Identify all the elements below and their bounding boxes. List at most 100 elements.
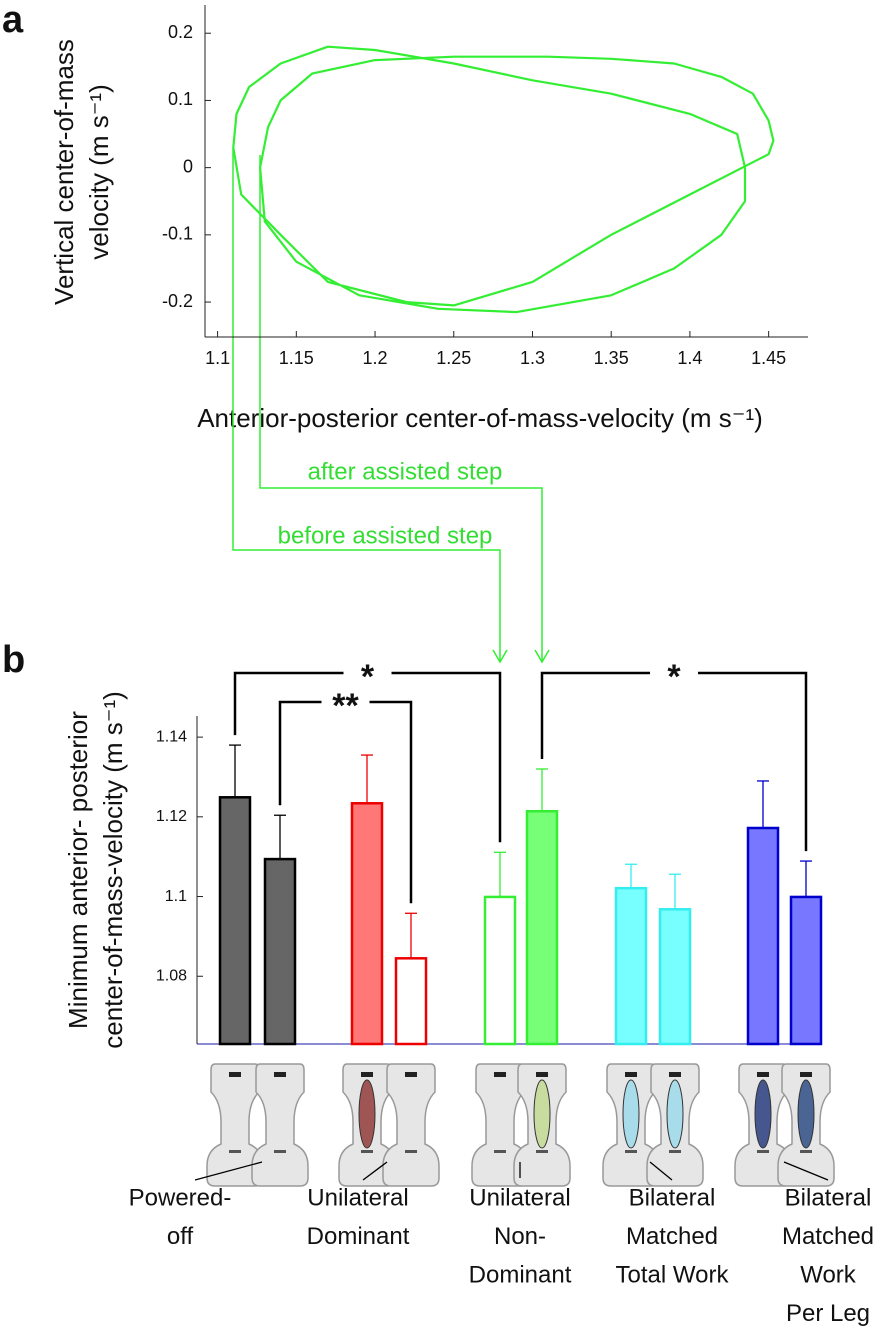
device-icon-part bbox=[669, 1150, 681, 1153]
group-label: Work bbox=[800, 1261, 857, 1288]
data-line bbox=[232, 45, 775, 314]
y-tick-label: 0 bbox=[183, 156, 193, 176]
significance-bracket bbox=[233, 671, 502, 843]
device-icon-part bbox=[494, 1072, 506, 1077]
error-bar bbox=[405, 912, 417, 959]
x-tick-label: 1.3 bbox=[520, 348, 545, 368]
device-icon-part bbox=[405, 1072, 417, 1077]
error-bar bbox=[229, 744, 241, 798]
annotation: after assisted step bbox=[308, 458, 503, 485]
arrowhead bbox=[492, 649, 508, 664]
y-tick-label: 0.1 bbox=[168, 89, 193, 109]
bar bbox=[614, 886, 648, 1046]
bar bbox=[218, 796, 252, 1046]
device-icon-part bbox=[797, 1079, 815, 1149]
device-icon-part bbox=[669, 1072, 681, 1077]
error-bar bbox=[494, 851, 506, 897]
x-tick-label: 1.15 bbox=[279, 348, 314, 368]
arrowhead bbox=[534, 649, 550, 664]
y-axis-label: Vertical center-of-mass bbox=[49, 39, 79, 305]
x-tick-label: 1.35 bbox=[594, 348, 629, 368]
device-icon-part bbox=[361, 1072, 373, 1077]
device-icon-part bbox=[757, 1150, 769, 1153]
leader-line bbox=[194, 1161, 263, 1181]
device-icon-part bbox=[625, 1150, 637, 1153]
leader-line bbox=[649, 1161, 673, 1181]
group-label: Powered- bbox=[129, 1184, 232, 1211]
device-icon-part bbox=[622, 1079, 640, 1149]
device-icon-part bbox=[536, 1072, 548, 1077]
y-tick-label: -0.1 bbox=[162, 224, 193, 244]
device-icon bbox=[206, 1063, 264, 1187]
group-label: Unilateral bbox=[469, 1184, 570, 1211]
bar bbox=[394, 957, 428, 1046]
significance-label: * bbox=[667, 658, 681, 696]
device-icon-part bbox=[625, 1072, 637, 1077]
significance-bracket bbox=[278, 700, 413, 904]
leader-line bbox=[362, 1161, 388, 1181]
y-tick-label: 0.2 bbox=[168, 22, 193, 42]
device-icon bbox=[382, 1063, 440, 1187]
annotation: before assisted step bbox=[278, 522, 493, 549]
device-icon-part bbox=[405, 1150, 417, 1153]
bar bbox=[483, 895, 517, 1046]
y-tick-label: -0.2 bbox=[162, 291, 193, 311]
error-bar bbox=[800, 860, 812, 897]
device-icon-part bbox=[533, 1079, 551, 1149]
device-icon-part bbox=[494, 1150, 506, 1153]
error-bar bbox=[625, 863, 637, 889]
x-tick-label: 1.45 bbox=[751, 348, 786, 368]
significance-bracket bbox=[540, 671, 808, 852]
bar bbox=[525, 810, 559, 1046]
y-axis-label: velocity (m s⁻¹) bbox=[84, 84, 114, 260]
x-tick-label: 1.2 bbox=[363, 348, 388, 368]
error-bar bbox=[274, 814, 286, 860]
bar bbox=[746, 826, 780, 1046]
device-icon-part bbox=[757, 1072, 769, 1077]
y-tick-label: 1.1 bbox=[165, 888, 187, 905]
panel-label: a bbox=[2, 0, 24, 41]
group-label: off bbox=[167, 1223, 194, 1250]
x-tick-label: 1.4 bbox=[677, 348, 702, 368]
error-bar bbox=[361, 754, 373, 804]
significance-label: ** bbox=[332, 687, 359, 725]
device-icon-part bbox=[361, 1150, 373, 1153]
device-icon-part bbox=[800, 1150, 812, 1153]
error-bar bbox=[669, 873, 681, 910]
bar bbox=[658, 908, 692, 1046]
group-label: Dominant bbox=[307, 1223, 410, 1250]
leader-line bbox=[783, 1161, 829, 1181]
device-icon-part bbox=[358, 1079, 376, 1149]
group-label: Matched bbox=[782, 1223, 874, 1250]
y-axis-label: Minimum anterior- posterior bbox=[63, 711, 93, 1029]
group-label: Per Leg bbox=[786, 1300, 870, 1327]
group-label: Bilateral bbox=[785, 1184, 872, 1211]
device-icon-part bbox=[666, 1079, 684, 1149]
device-icon-part bbox=[274, 1150, 286, 1153]
device-icon-part bbox=[274, 1072, 286, 1077]
y-tick-label: 1.14 bbox=[156, 728, 187, 745]
group-label: Dominant bbox=[469, 1261, 572, 1288]
connector-line bbox=[232, 148, 501, 662]
x-tick-label: 1.1 bbox=[205, 348, 230, 368]
bar bbox=[789, 895, 823, 1046]
bar bbox=[263, 857, 297, 1046]
y-axis-label: center-of-mass-velocity (m s⁻¹) bbox=[98, 691, 128, 1049]
panel-label: b bbox=[2, 639, 25, 681]
significance-label: * bbox=[361, 658, 375, 696]
x-tick-label: 1.25 bbox=[436, 348, 471, 368]
device-icon-part bbox=[536, 1150, 548, 1153]
y-tick-label: 1.12 bbox=[156, 808, 187, 825]
group-label: Matched bbox=[626, 1223, 718, 1250]
connector bbox=[232, 148, 550, 664]
group-label: Bilateral bbox=[629, 1184, 716, 1211]
bar bbox=[350, 802, 384, 1046]
group-label: Total Work bbox=[616, 1261, 730, 1288]
device-icon-part bbox=[800, 1072, 812, 1077]
error-bar bbox=[757, 780, 769, 828]
group-label: Unilateral bbox=[307, 1184, 408, 1211]
device-icon bbox=[251, 1063, 309, 1187]
y-tick-label: 1.08 bbox=[156, 967, 187, 984]
x-axis-label: Anterior-posterior center-of-mass-veloci… bbox=[197, 403, 763, 433]
